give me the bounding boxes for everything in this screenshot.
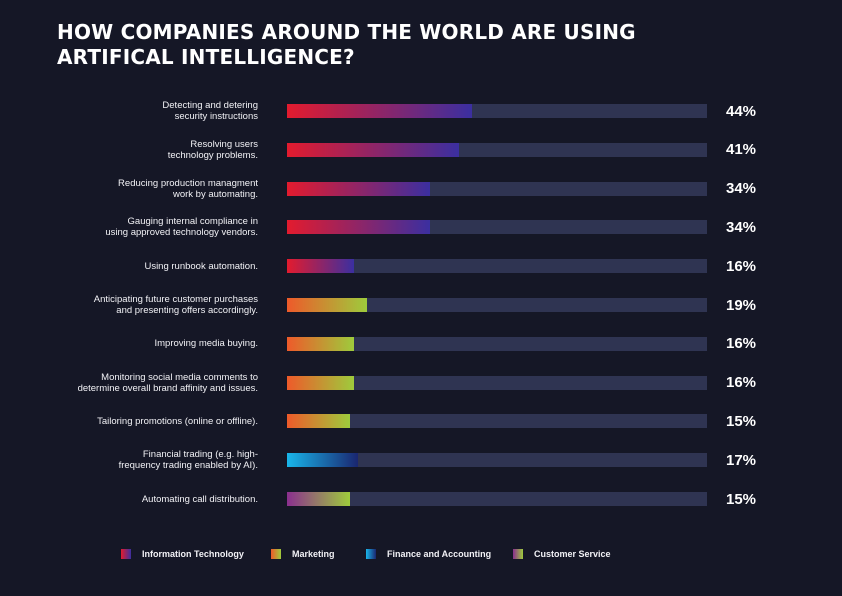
bar (287, 220, 430, 235)
bar-category-label: Using runbook automation. (144, 260, 258, 272)
bar-track (287, 220, 707, 235)
legend-swatch-finance-and-accounting (366, 549, 376, 559)
bar-value-label: 34% (726, 218, 757, 236)
legend-label-customer-service: Customer Service (534, 549, 611, 559)
legend-label-finance-and-accounting: Finance and Accounting (387, 549, 492, 559)
bar-value-label: 16% (726, 335, 757, 353)
bar-row: Improving media buying. 16% (0, 324, 842, 364)
chart-legend: Information Technology Marketing Finance… (0, 546, 842, 562)
bar-category-label: Tailoring promotions (online or offline)… (97, 415, 258, 427)
bar (287, 259, 355, 274)
legend-item-finance-and-accounting: Finance and Accounting (366, 546, 491, 562)
bar (287, 336, 355, 351)
legend-item-customer-service: Customer Service (513, 546, 611, 562)
bar-track (287, 142, 707, 157)
bar-value-label: 44% (726, 102, 757, 120)
bar (287, 298, 367, 312)
bar-category-label: Resolving users technology problems. (167, 138, 258, 161)
bar-value-label: 19% (726, 296, 757, 314)
chart-title-line-2: ARTIFICAL INTELLIGENCE? (57, 45, 355, 69)
legend-label-marketing: Marketing (292, 549, 335, 559)
bar-track (287, 375, 707, 390)
bar-row: Resolving users technology problems. 41% (0, 130, 842, 170)
chart-title: HOW COMPANIES AROUND THE WORLD ARE USING… (57, 20, 636, 70)
bar (287, 453, 359, 468)
bar-category-label: Anticipating future customer purchases a… (93, 294, 258, 316)
bar-value-label: 16% (726, 374, 757, 392)
chart-title-line-1: HOW COMPANIES AROUND THE WORLD ARE USING (57, 20, 636, 44)
bar-value-label: 15% (726, 412, 757, 430)
legend-item-marketing: Marketing (271, 546, 335, 562)
bar-value-label: 15% (726, 490, 757, 508)
legend-swatch-marketing (271, 549, 281, 559)
bar-value-label: 16% (726, 257, 757, 275)
legend-label-information-technology: Information Technology (142, 549, 244, 559)
bar (287, 181, 430, 196)
bar-row: Gauging internal compliance in using app… (0, 207, 842, 247)
bar-value-label: 41% (726, 141, 757, 159)
bar-category-label: Detecting and detering security instruct… (162, 100, 258, 122)
legend-swatch-information-technology (121, 549, 131, 559)
bar-category-label: Gauging internal compliance in using app… (105, 216, 258, 239)
bar-row: Monitoring social media comments to dete… (0, 363, 842, 403)
bar-row: Anticipating future customer purchases a… (0, 285, 842, 325)
bar-value-label: 34% (726, 180, 757, 198)
bar-row: Financial trading (e.g. high- frequency … (0, 440, 842, 480)
bar-category-label: Monitoring social media comments to dete… (77, 371, 258, 394)
legend-item-information-technology: Information Technology (121, 546, 244, 562)
bar-track (287, 298, 707, 312)
legend-swatch-customer-service (513, 549, 523, 559)
bar-track (287, 336, 707, 351)
bar-category-label: Automating call distribution. (141, 493, 258, 505)
bar-track (287, 259, 707, 274)
bar-track (287, 181, 707, 196)
bar-category-label: Reducing production managment work by au… (118, 177, 258, 200)
bar-row: Using runbook automation. 16% (0, 246, 842, 286)
bar-track (287, 492, 707, 506)
bar-category-label: Financial trading (e.g. high- frequency … (118, 449, 258, 472)
bar-track (287, 104, 707, 118)
bar (287, 414, 350, 429)
bar (287, 375, 355, 390)
bar (287, 492, 350, 506)
bar-row: Reducing production managment work by au… (0, 169, 842, 209)
bar (287, 142, 460, 157)
bar-track (287, 414, 707, 429)
bar-row: Automating call distribution. 15% (0, 479, 842, 519)
bar-category-label: Improving media buying. (154, 338, 259, 350)
bar-row: Detecting and detering security instruct… (0, 91, 842, 131)
bar-row: Tailoring promotions (online or offline)… (0, 401, 842, 441)
bar-track (287, 453, 707, 468)
bar-value-label: 17% (726, 451, 757, 469)
bar (287, 104, 472, 118)
